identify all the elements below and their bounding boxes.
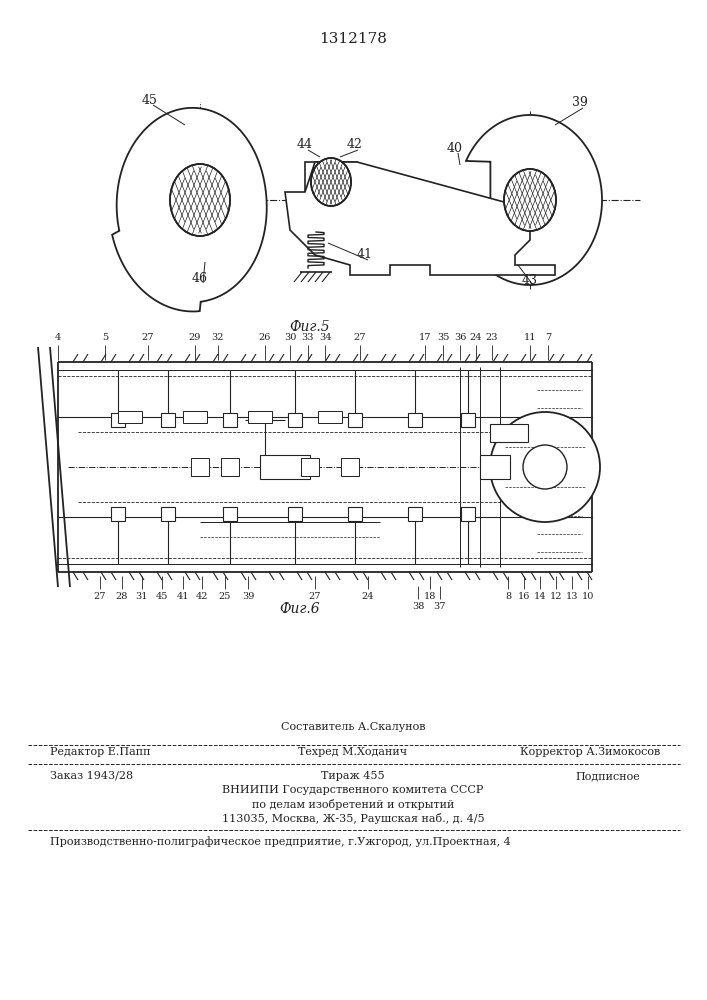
Bar xyxy=(301,458,319,476)
Text: 37: 37 xyxy=(434,602,446,611)
Circle shape xyxy=(523,445,567,489)
Text: 45: 45 xyxy=(156,592,168,601)
Bar xyxy=(161,507,175,521)
Text: 14: 14 xyxy=(534,592,547,601)
Text: Составитель А.Скалунов: Составитель А.Скалунов xyxy=(281,722,425,732)
Text: 39: 39 xyxy=(572,97,588,109)
Text: Фиг.6: Фиг.6 xyxy=(280,602,320,616)
Text: 42: 42 xyxy=(196,592,209,601)
Text: 43: 43 xyxy=(522,273,538,286)
Text: Тираж 455: Тираж 455 xyxy=(321,771,385,781)
Text: 8: 8 xyxy=(505,592,511,601)
Text: 24: 24 xyxy=(362,592,374,601)
Text: 35: 35 xyxy=(437,333,449,342)
Text: ВНИИПИ Государственного комитета СССР: ВНИИПИ Государственного комитета СССР xyxy=(222,785,484,795)
Bar xyxy=(183,411,207,423)
Text: 46: 46 xyxy=(192,271,208,284)
Bar xyxy=(408,507,422,521)
Bar xyxy=(118,411,142,423)
Text: 26: 26 xyxy=(259,333,271,342)
Text: 41: 41 xyxy=(357,248,373,261)
Text: 113035, Москва, Ж-35, Раушская наб., д. 4/5: 113035, Москва, Ж-35, Раушская наб., д. … xyxy=(222,812,484,824)
Text: 4: 4 xyxy=(55,333,61,342)
Text: 27: 27 xyxy=(354,333,366,342)
Text: 28: 28 xyxy=(116,592,128,601)
Text: 12: 12 xyxy=(550,592,562,601)
Polygon shape xyxy=(285,162,555,275)
Text: 27: 27 xyxy=(141,333,154,342)
Text: 41: 41 xyxy=(177,592,189,601)
Text: 18: 18 xyxy=(423,592,436,601)
Text: 7: 7 xyxy=(545,333,551,342)
Text: Фиг.5: Фиг.5 xyxy=(290,320,330,334)
Bar xyxy=(490,424,528,442)
Polygon shape xyxy=(466,115,602,285)
Text: 11: 11 xyxy=(524,333,536,342)
Text: Заказ 1943/28: Заказ 1943/28 xyxy=(50,771,133,781)
Bar xyxy=(288,413,302,427)
Text: 32: 32 xyxy=(212,333,224,342)
Bar xyxy=(408,413,422,427)
Bar xyxy=(461,413,475,427)
Ellipse shape xyxy=(504,169,556,231)
Bar xyxy=(318,411,342,423)
Text: по делам изобретений и открытий: по делам изобретений и открытий xyxy=(252,798,454,810)
Text: 42: 42 xyxy=(347,138,363,151)
Text: 10: 10 xyxy=(582,592,594,601)
Text: 36: 36 xyxy=(454,333,466,342)
Bar xyxy=(305,162,357,192)
Bar xyxy=(480,455,510,479)
Text: 29: 29 xyxy=(189,333,201,342)
Text: 31: 31 xyxy=(136,592,148,601)
Text: 39: 39 xyxy=(242,592,255,601)
Text: 17: 17 xyxy=(419,333,431,342)
Bar xyxy=(223,507,237,521)
Text: Техред М.Ходанич: Техред М.Ходанич xyxy=(298,747,407,757)
Bar xyxy=(111,413,125,427)
Text: Производственно-полиграфическое предприятие, г.Ужгород, ул.Проектная, 4: Производственно-полиграфическое предприя… xyxy=(50,837,510,847)
Text: 38: 38 xyxy=(411,602,424,611)
Text: 13: 13 xyxy=(566,592,578,601)
Bar xyxy=(341,458,359,476)
Bar xyxy=(348,507,362,521)
Bar xyxy=(248,411,272,423)
Ellipse shape xyxy=(311,158,351,206)
Text: 40: 40 xyxy=(447,141,463,154)
Text: 44: 44 xyxy=(297,138,313,151)
Bar xyxy=(348,413,362,427)
Text: 34: 34 xyxy=(319,333,332,342)
Text: 30: 30 xyxy=(284,333,296,342)
Text: 5: 5 xyxy=(102,333,108,342)
Text: 27: 27 xyxy=(309,592,321,601)
Bar xyxy=(191,458,209,476)
Text: Корректор А.Зимокосов: Корректор А.Зимокосов xyxy=(520,747,660,757)
Text: 23: 23 xyxy=(486,333,498,342)
Text: Редактор Е.Папп: Редактор Е.Папп xyxy=(50,747,151,757)
Ellipse shape xyxy=(170,164,230,236)
Polygon shape xyxy=(112,108,267,311)
Bar xyxy=(461,507,475,521)
Bar xyxy=(288,507,302,521)
Text: 1312178: 1312178 xyxy=(319,32,387,46)
Bar xyxy=(161,413,175,427)
Text: 25: 25 xyxy=(218,592,231,601)
Bar xyxy=(223,413,237,427)
Bar xyxy=(221,458,239,476)
Text: 24: 24 xyxy=(469,333,482,342)
Text: 16: 16 xyxy=(518,592,530,601)
Circle shape xyxy=(490,412,600,522)
Text: 45: 45 xyxy=(142,94,158,106)
Bar xyxy=(111,507,125,521)
Bar xyxy=(260,455,310,479)
Text: 33: 33 xyxy=(302,333,314,342)
Text: 27: 27 xyxy=(94,592,106,601)
Text: Подписное: Подписное xyxy=(575,771,640,781)
